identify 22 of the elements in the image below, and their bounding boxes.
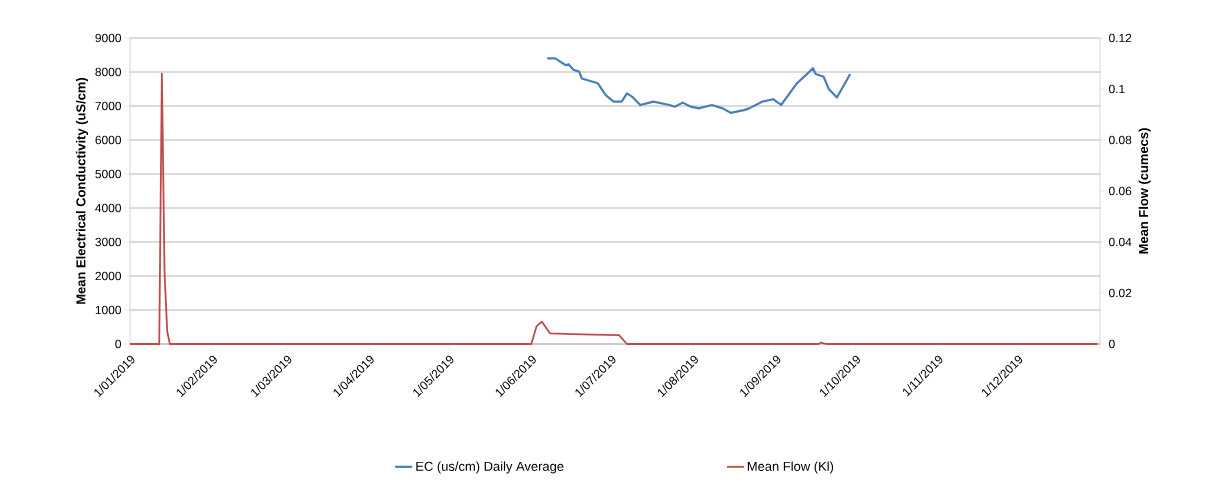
line-series bbox=[546, 57, 852, 114]
y2-tick-label: 0.1 bbox=[1109, 84, 1125, 94]
y-tick-label: 9000 bbox=[95, 33, 122, 43]
y2-tick-label: 0.02 bbox=[1109, 288, 1132, 298]
y-tick-label: 7000 bbox=[95, 101, 122, 111]
y-tick-label: 8000 bbox=[95, 67, 122, 77]
y2-tick-label: 0.04 bbox=[1109, 237, 1132, 247]
y2-tick-label: 0 bbox=[1109, 339, 1115, 349]
y-tick-label: 1000 bbox=[95, 305, 122, 315]
y2-tick-label: 0.06 bbox=[1109, 186, 1132, 196]
legend-label: Mean Flow (Kl) bbox=[747, 461, 834, 474]
y-tick-label: 5000 bbox=[95, 169, 122, 179]
y-axis-title: Mean Electrical Conductivity (uS/cm) bbox=[75, 77, 89, 304]
y-tick-label: 4000 bbox=[95, 203, 122, 213]
y2-tick-label: 0.12 bbox=[1109, 33, 1132, 43]
legend-label: EC (us/cm) Daily Average bbox=[416, 461, 564, 474]
y-tick-label: 6000 bbox=[95, 135, 122, 145]
y-tick-label: 3000 bbox=[95, 237, 122, 247]
y-tick-label: 0 bbox=[115, 339, 122, 349]
y2-tick-label: 0.08 bbox=[1109, 135, 1132, 145]
y-tick-label: 2000 bbox=[95, 271, 122, 281]
y2-axis-title: Mean Flow (cumecs) bbox=[1138, 128, 1151, 254]
